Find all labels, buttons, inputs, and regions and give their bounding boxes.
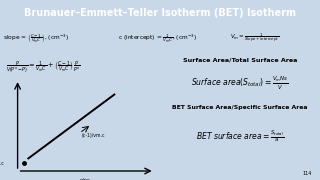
Text: c (intercept) = $\frac{1}{V_m C}$, (cm$^{-3}$): c (intercept) = $\frac{1}{V_m C}$, (cm$^… [118, 32, 198, 45]
Text: 114: 114 [303, 171, 312, 176]
Text: $V_m = \frac{1}{Slope+intercept}$: $V_m = \frac{1}{Slope+intercept}$ [230, 32, 280, 45]
Text: Brunauer–Emmett–Teller Isotherm (BET) Isotherm: Brunauer–Emmett–Teller Isotherm (BET) Is… [24, 8, 296, 18]
Text: $Surface\ area(S_{total}) = \frac{V_m Ns}{V}$: $Surface\ area(S_{total}) = \frac{V_m Ns… [191, 75, 289, 92]
Text: $BET\ surface\ area = \frac{S_{total}}{a}$: $BET\ surface\ area = \frac{S_{total}}{a… [196, 129, 284, 144]
Text: slope = $\left(\frac{C-1}{V_m C}\right)$, (cm$^{-3}$): slope = $\left(\frac{C-1}{V_m C}\right)$… [3, 32, 69, 45]
Text: Surface Area/Total Surface Area: Surface Area/Total Surface Area [183, 58, 297, 63]
Text: $\frac{P}{V(P^o-P)} = \frac{1}{V_m C} + \left(\frac{C-1}{V_m C}\right)\frac{P}{P: $\frac{P}{V(P^o-P)} = \frac{1}{V_m C} + … [6, 60, 81, 75]
Text: 1/vm.c: 1/vm.c [0, 160, 4, 165]
Text: BET Surface Area/Specific Surface Area: BET Surface Area/Specific Surface Area [172, 105, 308, 110]
Text: p/po: p/po [79, 178, 90, 180]
Text: (c-1)/vm.c: (c-1)/vm.c [82, 133, 106, 138]
